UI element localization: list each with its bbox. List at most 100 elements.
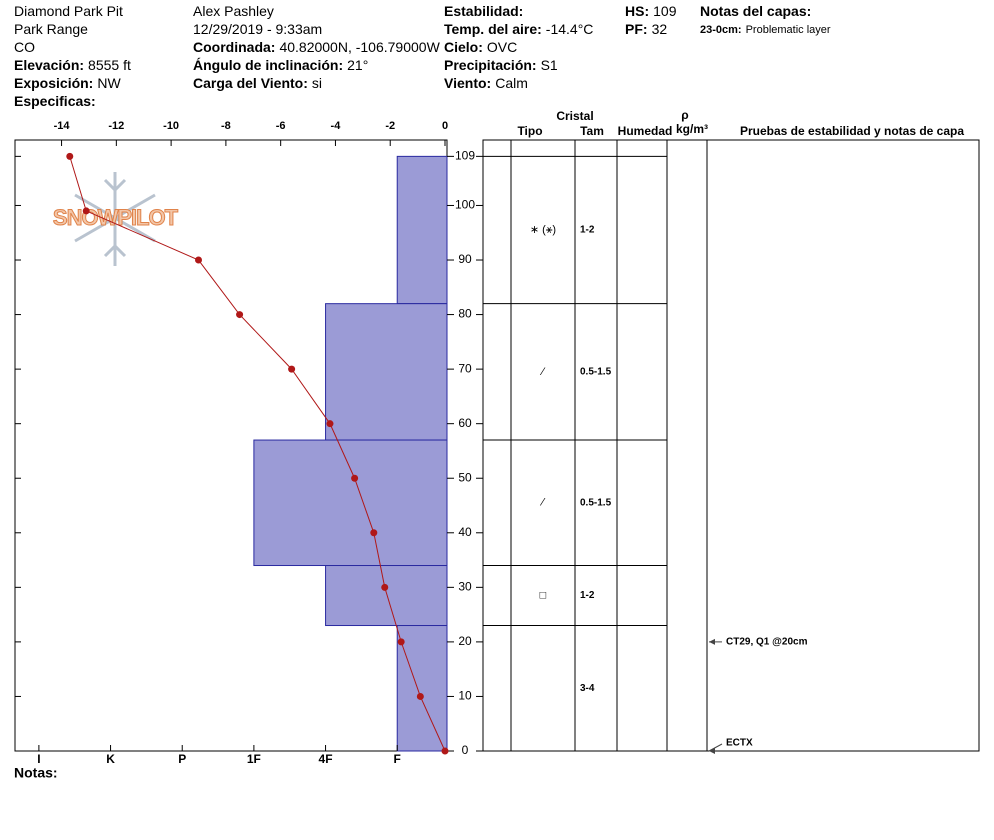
depth-tick-label: 30 xyxy=(458,580,472,594)
temperature-point xyxy=(441,747,449,755)
temp-tick-label: 0 xyxy=(442,120,448,132)
logo xyxy=(74,172,156,266)
header-label: Ángulo de inclinación: xyxy=(193,57,343,73)
header-line: 12/29/2019 - 9:33am xyxy=(193,21,322,37)
header-line: Coordinada: 40.82000N, -106.79000W xyxy=(193,39,441,55)
temp-tick-label: -10 xyxy=(163,120,179,132)
hardness-tick-label: 4F xyxy=(319,752,333,766)
header-label: HS: xyxy=(625,3,649,19)
header-label: PF: xyxy=(625,21,648,37)
header-line: 23-0cm: Problematic layer xyxy=(700,24,831,36)
depth-tick-label: 60 xyxy=(458,416,472,430)
header-value: -14.4°C xyxy=(546,21,594,37)
hardness-tick-label: 1F xyxy=(247,752,261,766)
depth-tick-label: 40 xyxy=(458,525,472,539)
hardness-bar xyxy=(253,439,448,567)
depth-tick-label: 50 xyxy=(458,470,472,484)
table-frame xyxy=(482,139,980,752)
header-value: si xyxy=(312,75,322,91)
header-text: Alex Pashley xyxy=(193,3,274,19)
header-line: Alex Pashley xyxy=(193,3,274,19)
crystal-type: □ xyxy=(540,589,547,601)
hardness-bar xyxy=(325,565,448,627)
header-value: Calm xyxy=(495,75,528,91)
temperature-point xyxy=(236,311,244,319)
test-label: CT29, Q1 @20cm xyxy=(726,637,808,648)
header-value: 8555 ft xyxy=(88,57,131,73)
header-label: Especificas: xyxy=(14,93,96,109)
header-label: Estabilidad: xyxy=(444,3,523,19)
depth-tick-label: 100 xyxy=(455,198,475,212)
crystal-size: 0.5-1.5 xyxy=(580,497,612,508)
header-label: Carga del Viento: xyxy=(193,75,308,91)
temperature-line xyxy=(69,156,446,752)
depth-tick-label: 80 xyxy=(458,307,472,321)
header-label: Elevación: xyxy=(14,57,84,73)
header-line: Estabilidad: xyxy=(444,3,523,19)
header-line: Viento: Calm xyxy=(444,75,528,91)
crystal-type: ⁄ xyxy=(539,497,546,509)
header-label: Temp. del aire: xyxy=(444,21,542,37)
logo-text: SNOWPILOT xyxy=(53,205,179,230)
depth-tick-label: 0 xyxy=(462,743,469,757)
column-lines xyxy=(510,140,708,751)
depth-tick-label: 10 xyxy=(458,689,472,703)
header-line: CO xyxy=(14,39,35,55)
header-value: 32 xyxy=(652,21,668,37)
crystal-size: 1-2 xyxy=(580,590,595,601)
col-header: kg/m³ xyxy=(676,122,708,136)
col-header: Tipo xyxy=(517,124,542,138)
temperature-point xyxy=(381,583,389,591)
header-line: Elevación: 8555 ft xyxy=(14,57,131,73)
col-header: Pruebas de estabilidad y notas de capa xyxy=(740,124,964,138)
crystal-size: 1-2 xyxy=(580,225,595,236)
temp-tick-label: -2 xyxy=(385,120,395,132)
temp-tick-label: -14 xyxy=(54,120,71,132)
header-value: 21° xyxy=(347,57,368,73)
header-line: Precipitación: S1 xyxy=(444,57,558,73)
header-line: Cielo: OVC xyxy=(444,39,517,55)
header-line: Ángulo de inclinación: 21° xyxy=(193,57,368,73)
header-line: Diamond Park Pit xyxy=(14,3,123,19)
header-line: PF: 32 xyxy=(625,21,667,37)
col-header: ρ xyxy=(681,108,688,122)
temperature-point xyxy=(370,529,378,537)
temperature-point xyxy=(351,474,359,482)
header-line: HS: 109 xyxy=(625,3,677,19)
temperature-point xyxy=(66,152,74,160)
header-text: Diamond Park Pit xyxy=(14,3,123,19)
hardness-tick-label: F xyxy=(394,752,401,766)
header-label: Cielo: xyxy=(444,39,483,55)
temperature-point xyxy=(326,420,334,428)
header-value: NW xyxy=(97,75,121,91)
header-line: Notas del capas: xyxy=(700,3,811,19)
header-value: Problematic layer xyxy=(746,24,831,36)
depth-tick-label: 20 xyxy=(458,634,472,648)
header-label: Notas del capas: xyxy=(700,3,811,19)
temperature-point xyxy=(397,638,405,646)
temperature-point xyxy=(416,692,424,700)
header-label: Exposición: xyxy=(14,75,93,91)
header-value: 109 xyxy=(653,3,677,19)
crystal-type: ∗ (⚹) xyxy=(530,224,556,236)
header-value: OVC xyxy=(487,39,517,55)
temperature-point xyxy=(288,365,296,373)
test-arrow xyxy=(708,743,723,752)
header-value: 40.82000N, -106.79000W xyxy=(279,39,440,55)
depth-tick-label: 90 xyxy=(458,252,472,266)
header-text: 12/29/2019 - 9:33am xyxy=(193,21,322,37)
temp-tick-label: -6 xyxy=(276,120,286,132)
hardness-bar xyxy=(396,155,448,305)
crystal-type: ⁄ xyxy=(539,366,546,378)
hardness-tick-label: I xyxy=(37,752,40,766)
test-arrowhead xyxy=(709,748,715,754)
hardness-bar xyxy=(396,625,448,752)
temperature-point xyxy=(82,207,90,215)
col-header: Humedad xyxy=(618,124,673,138)
header-line: Exposición: NW xyxy=(14,75,121,91)
temp-tick-label: -8 xyxy=(221,120,231,132)
header-value: S1 xyxy=(541,57,558,73)
hardness-tick-label: P xyxy=(178,752,186,766)
crystal-size: 3-4 xyxy=(580,683,595,694)
